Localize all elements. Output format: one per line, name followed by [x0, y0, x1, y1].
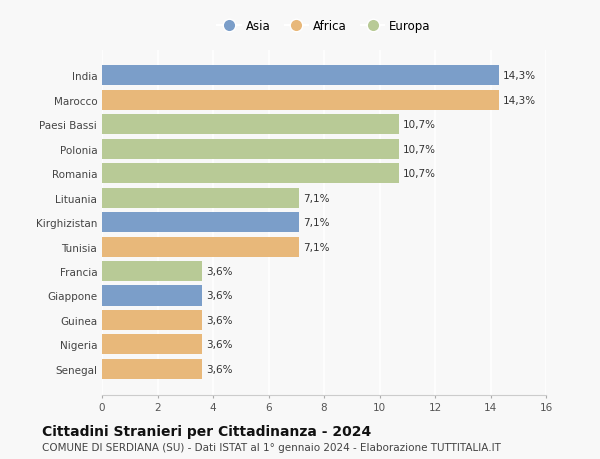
- Bar: [102, 262, 202, 281]
- Text: Cittadini Stranieri per Cittadinanza - 2024: Cittadini Stranieri per Cittadinanza - 2…: [42, 425, 371, 438]
- Text: 3,6%: 3,6%: [206, 291, 233, 301]
- Text: 10,7%: 10,7%: [403, 120, 436, 130]
- Bar: [102, 140, 399, 159]
- Text: 7,1%: 7,1%: [303, 242, 329, 252]
- Bar: [102, 286, 202, 306]
- Text: 7,1%: 7,1%: [303, 218, 329, 228]
- Bar: [102, 213, 299, 233]
- Text: 7,1%: 7,1%: [303, 193, 329, 203]
- Legend: Asia, Africa, Europa: Asia, Africa, Europa: [212, 15, 436, 38]
- Text: 3,6%: 3,6%: [206, 340, 233, 350]
- Bar: [102, 237, 299, 257]
- Bar: [102, 188, 299, 208]
- Bar: [102, 66, 499, 86]
- Bar: [102, 359, 202, 379]
- Text: 10,7%: 10,7%: [403, 169, 436, 179]
- Bar: [102, 164, 399, 184]
- Bar: [102, 90, 499, 111]
- Text: COMUNE DI SERDIANA (SU) - Dati ISTAT al 1° gennaio 2024 - Elaborazione TUTTITALI: COMUNE DI SERDIANA (SU) - Dati ISTAT al …: [42, 442, 501, 452]
- Bar: [102, 310, 202, 330]
- Text: 14,3%: 14,3%: [503, 95, 536, 106]
- Bar: [102, 115, 399, 135]
- Text: 14,3%: 14,3%: [503, 71, 536, 81]
- Text: 3,6%: 3,6%: [206, 266, 233, 276]
- Bar: [102, 335, 202, 355]
- Text: 10,7%: 10,7%: [403, 145, 436, 154]
- Text: 3,6%: 3,6%: [206, 364, 233, 374]
- Text: 3,6%: 3,6%: [206, 315, 233, 325]
